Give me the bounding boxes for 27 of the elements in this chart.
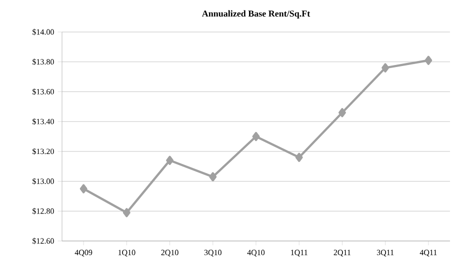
point xyxy=(80,184,88,194)
x-tick-label: 4Q10 xyxy=(247,250,265,256)
x-tick-label: 1Q11 xyxy=(291,250,308,256)
x-tick-label: 4Q09 xyxy=(74,250,92,256)
y-tick-label: $13.40 xyxy=(32,118,54,125)
y-tick-label: $12.80 xyxy=(32,208,54,214)
y-tick-label: $13.80 xyxy=(32,58,54,66)
point xyxy=(382,63,390,72)
point xyxy=(209,172,217,182)
point xyxy=(122,208,130,218)
chart-title: Annualized Base Rent/Sq.Ft xyxy=(202,10,310,18)
y-tick-label: $12.60 xyxy=(32,238,54,244)
point xyxy=(424,56,432,65)
x-tick-label: 3Q11 xyxy=(376,250,394,256)
point xyxy=(252,132,260,142)
point xyxy=(338,108,346,118)
x-tick-label: 4Q11 xyxy=(420,250,437,256)
y-tick-label: $13.20 xyxy=(32,148,54,155)
y-tick-label: $13.00 xyxy=(32,178,54,184)
point xyxy=(295,152,303,162)
y-tick-label: $14.00 xyxy=(32,28,54,36)
point xyxy=(166,156,174,165)
x-tick-label: 2Q11 xyxy=(334,250,350,256)
x-tick-label: 1Q10 xyxy=(118,250,136,256)
x-tick-label: 3Q10 xyxy=(204,250,222,256)
y-tick-label: $13.60 xyxy=(32,88,54,95)
x-tick-label: 2Q10 xyxy=(161,250,178,256)
